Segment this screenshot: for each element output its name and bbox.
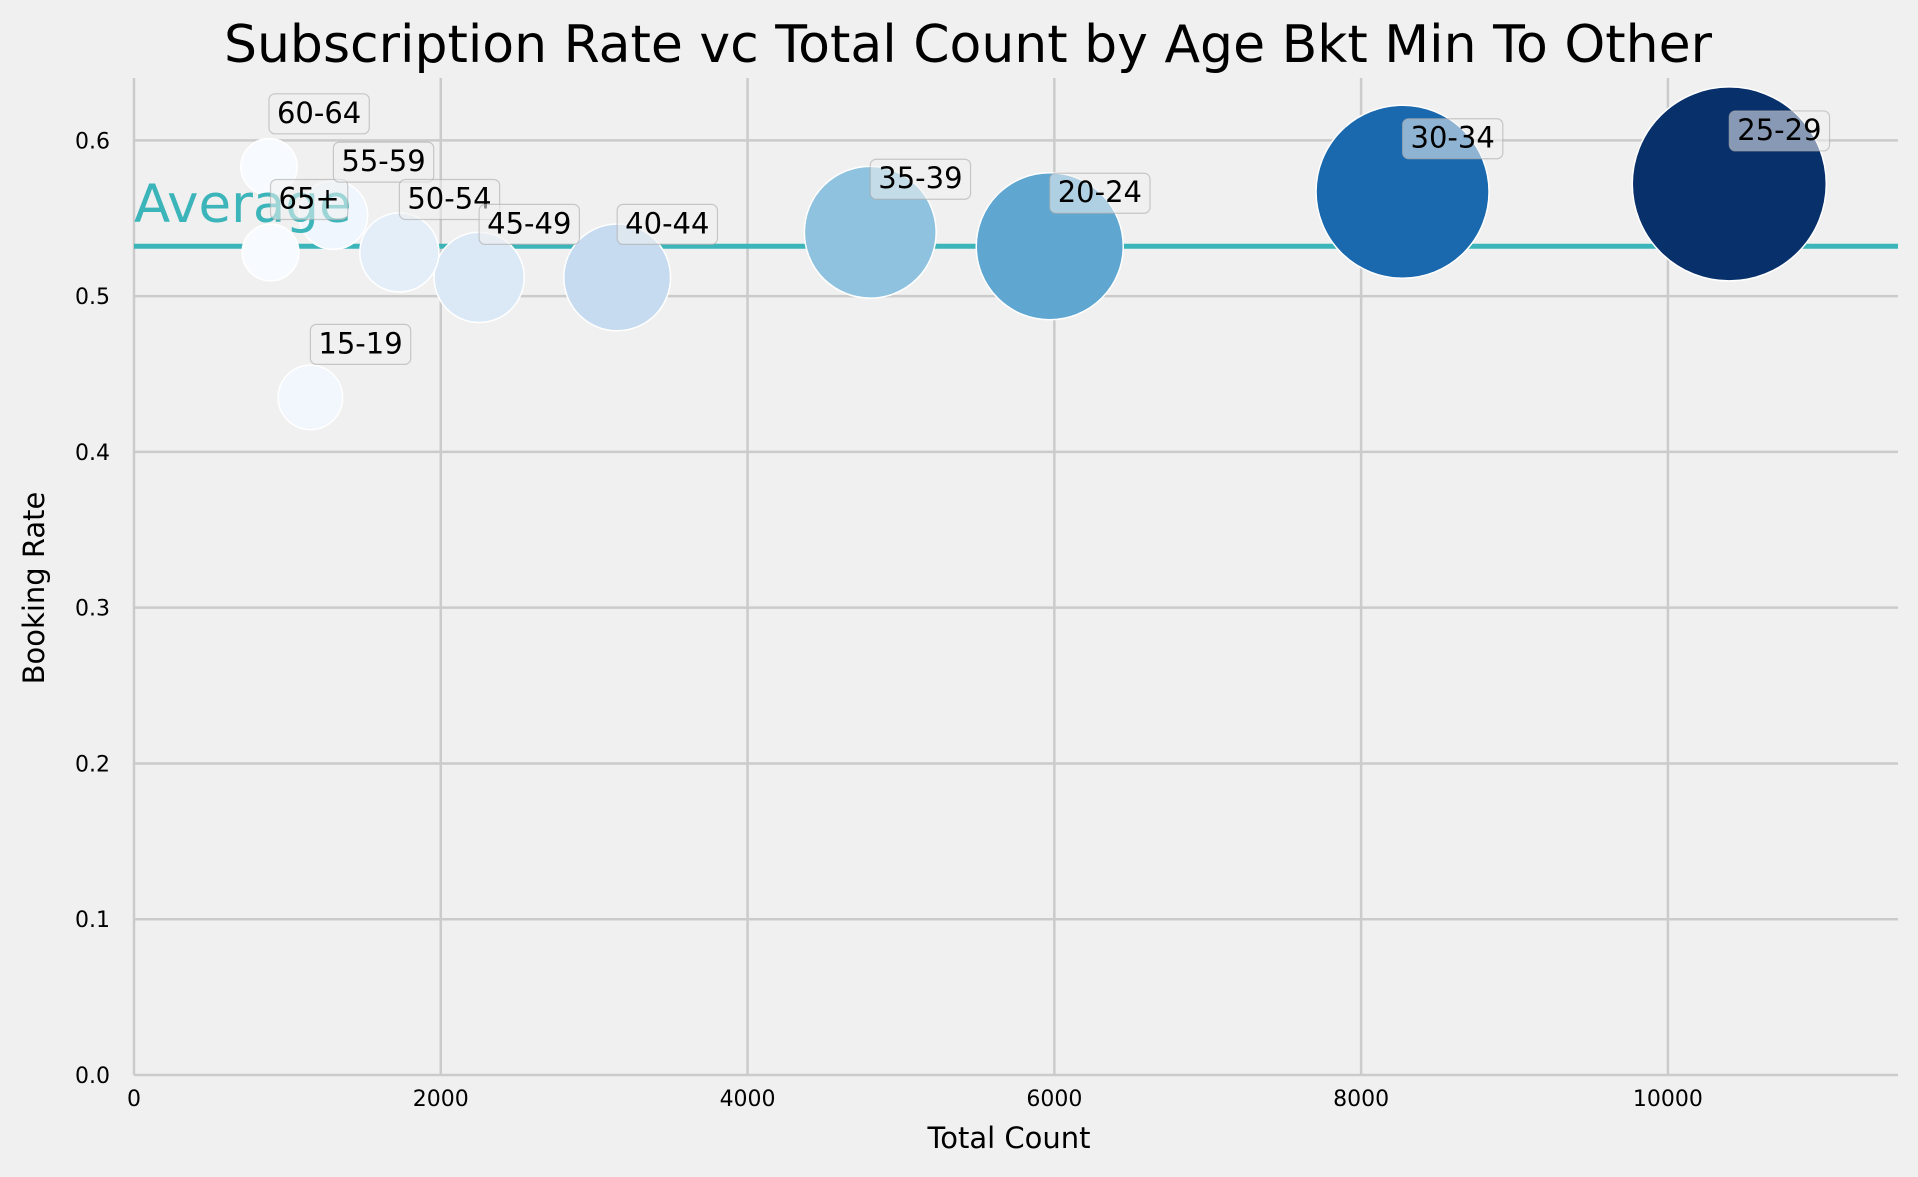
label-box (616, 203, 719, 245)
bubble-label-30-34: 30-34 (1401, 118, 1504, 160)
bubble-label-25-29: 25-29 (1728, 110, 1831, 152)
bubble-label-65+: 65+ (269, 178, 349, 221)
x-tick-label: 10000 (1633, 1087, 1703, 1112)
bubble-label-35-39: 35-39 (869, 158, 972, 200)
bubble-label-40-44: 40-44 (616, 203, 719, 245)
bubble-45-49 (433, 231, 525, 324)
label-box (1401, 118, 1504, 160)
x-axis-label: Total Count (926, 1121, 1090, 1155)
y-tick-label: 0.6 (75, 129, 110, 154)
bubble-15-19 (277, 364, 344, 431)
label-box (1049, 172, 1151, 214)
x-tick-labels: 0 2000 4000 6000 8000 10000 (127, 1087, 1703, 1112)
bubble-65+ (241, 223, 300, 282)
y-tick-label: 0.3 (75, 597, 110, 622)
bubble-label-20-24: 20-24 (1049, 172, 1151, 214)
y-tick-label: 0.0 (75, 1064, 110, 1089)
chart-title: Subscription Rate vc Total Count by Age … (224, 15, 1713, 75)
label-text: 30-34 (1411, 121, 1495, 155)
x-tick-label: 8000 (1333, 1087, 1389, 1112)
label-box (268, 93, 370, 135)
x-tick-label: 6000 (1026, 1087, 1082, 1112)
x-tick-label: 4000 (720, 1087, 776, 1112)
bubble-50-54 (359, 212, 440, 293)
label-text: 50-54 (407, 181, 491, 215)
label-box (332, 141, 435, 183)
y-tick-label: 0.1 (75, 908, 110, 933)
label-text: 65+ (279, 181, 340, 215)
label-text: 35-39 (878, 161, 962, 195)
bubble-label-50-54: 50-54 (398, 178, 501, 221)
y-axis-label: Booking Rate (17, 492, 51, 685)
label-text: 15-19 (318, 326, 402, 360)
label-box (398, 178, 501, 221)
y-tick-label: 0.2 (75, 752, 110, 777)
label-box (1728, 110, 1831, 152)
x-tick-label: 2000 (413, 1087, 469, 1112)
label-text: 55-59 (341, 144, 425, 178)
y-tick-labels: 0.0 0.1 0.2 0.3 0.4 0.5 0.6 (75, 129, 110, 1089)
y-tick-label: 0.4 (75, 441, 110, 466)
label-box (309, 323, 412, 365)
label-text: 45-49 (487, 206, 571, 240)
label-box (869, 158, 972, 200)
bubbles (240, 86, 1828, 431)
label-text: 40-44 (625, 206, 709, 240)
label-box (269, 178, 349, 221)
bubble-label-45-49: 45-49 (478, 203, 581, 245)
bubble-label-15-19: 15-19 (309, 323, 412, 365)
label-text: 20-24 (1058, 175, 1142, 209)
bubble-label-55-59: 55-59 (332, 141, 435, 183)
label-text: 25-29 (1737, 113, 1821, 147)
label-box (478, 203, 581, 245)
label-text: 60-64 (277, 96, 361, 130)
y-tick-label: 0.5 (75, 285, 110, 310)
bubble-label-60-64: 60-64 (268, 93, 370, 135)
x-tick-label: 0 (127, 1087, 141, 1112)
